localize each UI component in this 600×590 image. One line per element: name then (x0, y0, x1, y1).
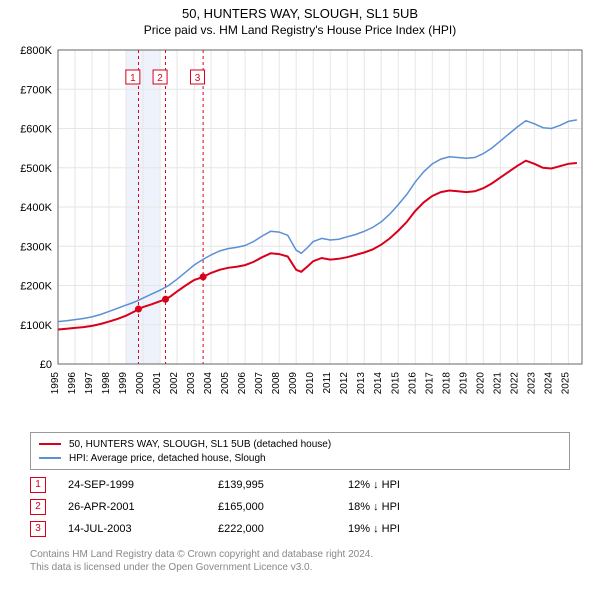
svg-text:2000: 2000 (135, 372, 146, 395)
svg-text:2014: 2014 (373, 372, 384, 395)
svg-text:2007: 2007 (254, 372, 265, 395)
footer-line-2: This data is licensed under the Open Gov… (30, 561, 570, 574)
svg-text:1996: 1996 (67, 372, 78, 395)
svg-text:2001: 2001 (152, 372, 163, 395)
transaction-marker-1: 1 (30, 477, 46, 493)
svg-text:2020: 2020 (475, 372, 486, 395)
svg-text:2021: 2021 (492, 372, 503, 395)
svg-text:£100K: £100K (20, 320, 52, 332)
transaction-pct: 19% ↓ HPI (348, 523, 400, 535)
svg-text:2008: 2008 (271, 372, 282, 395)
legend-label: HPI: Average price, detached house, Slou… (69, 453, 266, 464)
legend-label: 50, HUNTERS WAY, SLOUGH, SL1 5UB (detach… (69, 439, 331, 450)
svg-text:1: 1 (130, 73, 136, 84)
legend-row: 50, HUNTERS WAY, SLOUGH, SL1 5UB (detach… (39, 437, 561, 451)
chart-svg: £0 £100K £200K £300K £400K £500K £600K £700K £80… (10, 44, 590, 424)
svg-text:2006: 2006 (237, 372, 248, 395)
footer-line-1: Contains HM Land Registry data © Crown c… (30, 548, 570, 561)
footer: Contains HM Land Registry data © Crown c… (30, 548, 570, 574)
transaction-date: 24-SEP-1999 (68, 479, 218, 491)
transaction-price: £222,000 (218, 523, 348, 535)
svg-text:2019: 2019 (458, 372, 469, 395)
svg-text:2011: 2011 (322, 372, 333, 394)
transaction-pct: 18% ↓ HPI (348, 501, 400, 513)
transaction-marker-2: 2 (30, 499, 46, 515)
svg-text:£800K: £800K (20, 45, 52, 57)
svg-text:2003: 2003 (186, 372, 197, 395)
svg-text:£200K: £200K (20, 281, 52, 293)
svg-text:2018: 2018 (441, 372, 452, 395)
svg-text:£500K: £500K (20, 163, 52, 175)
svg-text:2016: 2016 (407, 372, 418, 395)
legend-swatch-2 (39, 457, 61, 459)
transaction-date: 14-JUL-2003 (68, 523, 218, 535)
svg-text:2017: 2017 (424, 372, 435, 395)
svg-text:3: 3 (195, 73, 201, 84)
legend-swatch-1 (39, 443, 61, 445)
chart: £0 £100K £200K £300K £400K £500K £600K £700K £80… (10, 44, 590, 424)
table-row: 2 26-APR-2001 £165,000 18% ↓ HPI (30, 496, 570, 518)
svg-text:£600K: £600K (20, 124, 52, 136)
svg-text:2013: 2013 (356, 372, 367, 395)
transaction-pct: 12% ↓ HPI (348, 479, 400, 491)
svg-text:2002: 2002 (169, 372, 180, 395)
page: 50, HUNTERS WAY, SLOUGH, SL1 5UB Price p… (0, 0, 600, 590)
legend-row: HPI: Average price, detached house, Slou… (39, 451, 561, 465)
svg-text:1998: 1998 (101, 372, 112, 395)
svg-text:£700K: £700K (20, 84, 52, 96)
transaction-price: £165,000 (218, 501, 348, 513)
svg-text:1997: 1997 (84, 372, 95, 395)
svg-text:2005: 2005 (220, 372, 231, 395)
svg-text:2022: 2022 (509, 372, 520, 395)
svg-text:£400K: £400K (20, 202, 52, 214)
svg-text:2025: 2025 (560, 372, 571, 395)
svg-text:2004: 2004 (203, 372, 214, 395)
svg-text:2009: 2009 (288, 372, 299, 395)
svg-text:2015: 2015 (390, 372, 401, 395)
chart-subtitle: Price paid vs. HM Land Registry's House … (0, 21, 600, 37)
transaction-date: 26-APR-2001 (68, 501, 218, 513)
transaction-price: £139,995 (218, 479, 348, 491)
svg-text:2: 2 (157, 73, 163, 84)
svg-text:2010: 2010 (305, 372, 316, 395)
svg-text:1995: 1995 (50, 372, 61, 395)
transaction-marker-3: 3 (30, 521, 46, 537)
chart-title: 50, HUNTERS WAY, SLOUGH, SL1 5UB (0, 0, 600, 21)
svg-text:2024: 2024 (543, 372, 554, 395)
table-row: 3 14-JUL-2003 £222,000 19% ↓ HPI (30, 518, 570, 540)
svg-text:2023: 2023 (526, 372, 537, 395)
transactions-table: 1 24-SEP-1999 £139,995 12% ↓ HPI 2 26-AP… (30, 474, 570, 540)
svg-text:2012: 2012 (339, 372, 350, 395)
svg-text:1999: 1999 (118, 372, 129, 395)
svg-text:£0: £0 (40, 359, 52, 371)
svg-text:£300K: £300K (20, 241, 52, 253)
table-row: 1 24-SEP-1999 £139,995 12% ↓ HPI (30, 474, 570, 496)
legend: 50, HUNTERS WAY, SLOUGH, SL1 5UB (detach… (30, 432, 570, 470)
